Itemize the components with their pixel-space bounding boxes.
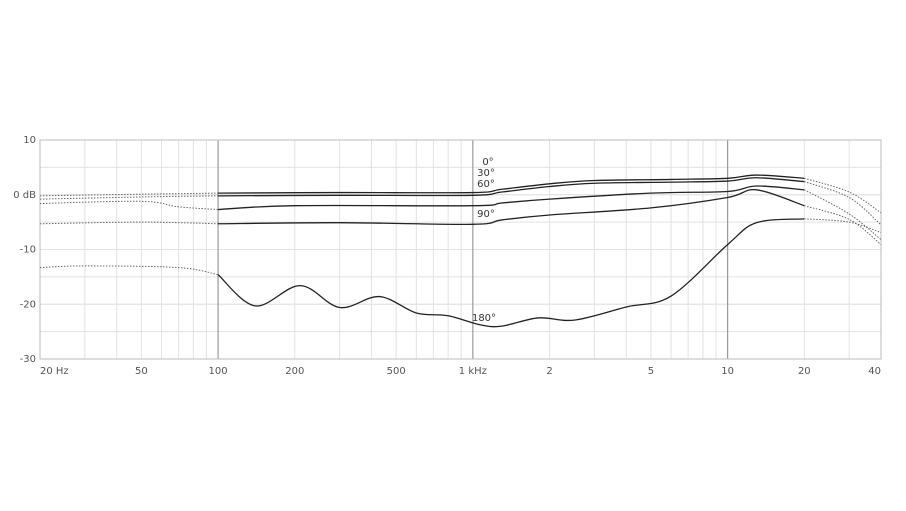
x-tick-label: 500 <box>387 366 406 377</box>
curve <box>39 200 219 211</box>
curve <box>39 195 219 200</box>
x-tick-label: 20 Hz <box>40 366 69 377</box>
y-tick-label: -20 <box>20 299 36 310</box>
series-label: 180° <box>472 313 496 324</box>
x-tick-label: 1 kHz <box>459 366 487 377</box>
x-tick-label: 5 <box>648 366 654 377</box>
y-tick-label: -30 <box>20 354 36 365</box>
x-tick-label: 200 <box>285 366 304 377</box>
x-tick-label: 40 <box>868 366 881 377</box>
x-tick-label: 50 <box>135 366 148 377</box>
series-label: 90° <box>477 209 495 220</box>
y-tick-label: 10 <box>23 135 36 146</box>
curve <box>804 205 882 245</box>
curve <box>39 221 219 225</box>
series-label: 0° <box>482 157 493 168</box>
y-tick-label: 0 dB <box>13 190 36 201</box>
curve <box>218 188 805 226</box>
x-tick-label: 10 <box>721 366 734 377</box>
series-label: 60° <box>477 179 495 190</box>
curve <box>218 174 805 194</box>
curve <box>39 265 219 276</box>
curve <box>804 181 882 226</box>
series-label: 30° <box>477 168 495 179</box>
curve <box>217 218 805 328</box>
curve <box>39 192 219 197</box>
x-tick-label: 100 <box>209 366 228 377</box>
plot-frame <box>39 139 882 360</box>
x-tick-label: 20 <box>798 366 811 377</box>
y-tick-label: -10 <box>20 245 36 256</box>
x-tick-label: 2 <box>546 366 552 377</box>
curve <box>218 185 805 211</box>
curve <box>804 218 882 234</box>
curve <box>218 177 805 197</box>
curve <box>804 189 882 241</box>
